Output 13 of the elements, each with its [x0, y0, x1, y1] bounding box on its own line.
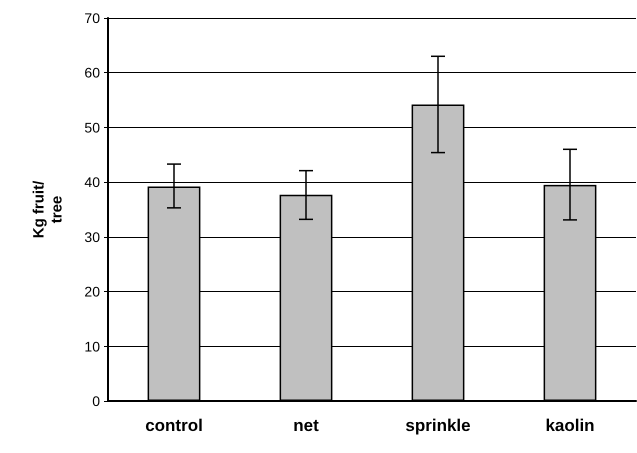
y-tick-label: 10: [84, 338, 100, 354]
x-tick-label: sprinkle: [405, 416, 471, 435]
y-tick-label: 40: [84, 174, 100, 190]
x-tick-label: net: [293, 416, 320, 435]
y-tick-label: 0: [92, 393, 100, 409]
y-axis-title: Kg fruit/ tree: [30, 180, 66, 238]
x-tick-label: kaolin: [545, 416, 595, 435]
y-tick-label: 50: [84, 119, 100, 136]
y-tick-label: 70: [84, 10, 100, 26]
y-tick-label: 60: [84, 64, 100, 81]
x-tick-label: control: [145, 416, 203, 435]
y-tick-label: 30: [84, 228, 100, 245]
y-tick-label: 20: [84, 284, 100, 300]
